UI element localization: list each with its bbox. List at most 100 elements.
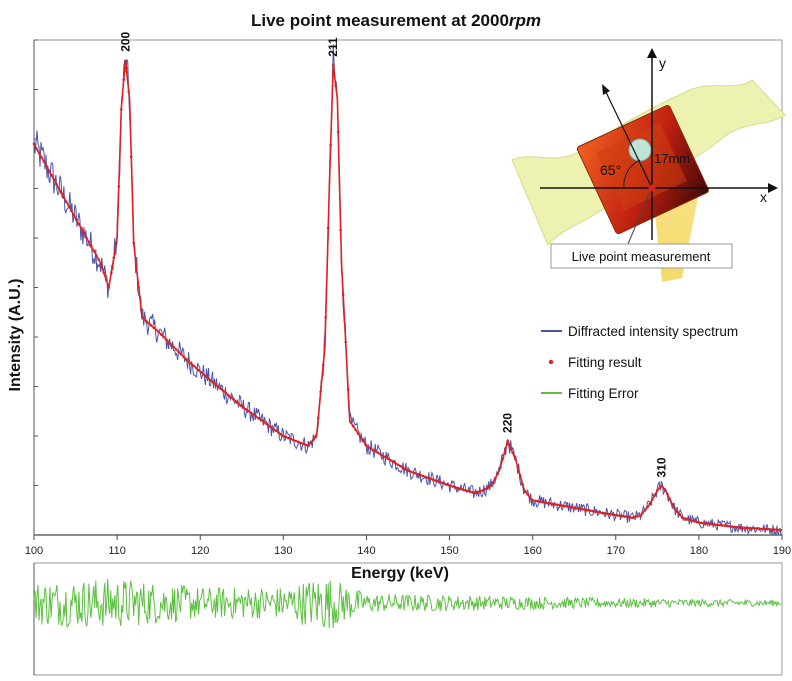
fit-marker bbox=[466, 489, 470, 493]
fit-marker bbox=[768, 528, 771, 531]
fit-marker bbox=[618, 514, 622, 518]
fit-marker bbox=[641, 511, 644, 515]
legend-item-error: Fitting Error bbox=[541, 386, 639, 401]
fit-marker bbox=[164, 338, 168, 341]
fit-marker bbox=[391, 460, 395, 464]
x-tick-label: 140 bbox=[357, 545, 375, 557]
fit-marker bbox=[568, 505, 572, 509]
peak-label: 310 bbox=[654, 457, 668, 477]
legend-item-spectrum: Diffracted intensity spectrum bbox=[541, 324, 738, 339]
fit-marker bbox=[778, 528, 781, 532]
fit-marker bbox=[703, 522, 706, 525]
fit-marker bbox=[743, 526, 746, 530]
fit-marker bbox=[728, 525, 731, 528]
fit-marker bbox=[708, 522, 711, 526]
fit-marker bbox=[232, 398, 235, 401]
fit-marker bbox=[309, 441, 313, 445]
fit-marker bbox=[134, 263, 138, 267]
fit-marker bbox=[344, 340, 348, 344]
fit-marker bbox=[304, 443, 308, 447]
fit-marker bbox=[169, 343, 173, 346]
fit-marker bbox=[384, 456, 387, 459]
fit-marker bbox=[371, 448, 375, 452]
fit-marker bbox=[289, 437, 293, 441]
fit-marker bbox=[70, 209, 73, 213]
fit-marker bbox=[648, 502, 652, 506]
fit-marker bbox=[82, 231, 86, 235]
fit-marker bbox=[541, 500, 544, 504]
fit-marker bbox=[481, 489, 485, 492]
fit-marker bbox=[115, 241, 118, 245]
fit-marker bbox=[267, 424, 270, 427]
fit-marker bbox=[100, 263, 103, 267]
fit-marker bbox=[314, 435, 318, 439]
inset-schematic: x y 65° 17mm Live point measurement bbox=[511, 48, 786, 282]
fit-marker bbox=[518, 474, 522, 477]
fit-marker bbox=[681, 516, 684, 519]
inset-y-arrowhead bbox=[647, 48, 657, 58]
fit-marker bbox=[244, 408, 248, 411]
inset-live-point bbox=[648, 184, 656, 192]
fit-marker bbox=[673, 507, 677, 511]
fit-marker bbox=[725, 524, 729, 528]
fit-marker bbox=[436, 480, 440, 483]
fit-marker bbox=[40, 156, 43, 159]
fit-marker bbox=[401, 466, 405, 470]
fit-marker bbox=[424, 475, 427, 479]
fit-marker bbox=[199, 371, 203, 374]
fit-marker bbox=[748, 526, 751, 530]
fit-marker bbox=[596, 510, 599, 514]
fit-marker bbox=[297, 440, 300, 444]
fit-marker bbox=[172, 345, 175, 349]
fit-marker bbox=[247, 409, 250, 413]
fit-marker bbox=[62, 196, 66, 199]
fit-marker bbox=[593, 510, 597, 513]
fit-marker bbox=[356, 432, 360, 435]
fit-marker bbox=[446, 483, 450, 487]
fit-marker bbox=[621, 514, 624, 518]
fit-marker bbox=[159, 333, 163, 336]
fit-marker bbox=[489, 484, 492, 488]
fit-marker bbox=[132, 241, 135, 245]
fit-marker bbox=[431, 478, 435, 481]
fit-marker bbox=[239, 404, 243, 407]
fit-marker bbox=[316, 416, 320, 420]
inset-angle-line bbox=[603, 87, 653, 189]
fit-marker bbox=[381, 454, 385, 458]
fit-marker bbox=[272, 427, 275, 431]
fit-marker bbox=[720, 524, 724, 527]
fit-marker bbox=[538, 500, 542, 504]
fit-marker bbox=[698, 521, 701, 524]
fit-marker bbox=[174, 348, 178, 351]
fit-marker bbox=[274, 429, 278, 433]
fit-marker bbox=[745, 526, 749, 530]
peak-labels: 200 211 220 310 bbox=[118, 31, 668, 477]
fit-marker bbox=[369, 447, 372, 450]
fit-marker bbox=[758, 527, 761, 530]
fit-marker bbox=[566, 505, 569, 508]
fit-marker bbox=[224, 391, 228, 395]
fit-marker bbox=[439, 480, 442, 484]
fit-marker bbox=[67, 205, 71, 208]
x-ticks: 100 110 120 130 140 150 160 170 180 190 bbox=[25, 535, 791, 557]
fit-marker bbox=[773, 528, 776, 531]
fit-marker bbox=[501, 457, 505, 461]
fit-marker bbox=[282, 434, 285, 438]
fit-marker bbox=[461, 488, 465, 491]
fit-marker bbox=[646, 506, 649, 509]
fit-marker bbox=[616, 514, 619, 517]
fit-marker bbox=[571, 506, 574, 509]
inset-callout-label: Live point measurement bbox=[572, 249, 711, 264]
fit-marker bbox=[359, 435, 362, 439]
fit-marker bbox=[35, 147, 38, 150]
fit-marker bbox=[546, 501, 549, 505]
fit-marker bbox=[426, 476, 430, 480]
fit-marker bbox=[770, 528, 774, 531]
fit-marker bbox=[663, 488, 667, 491]
fit-marker bbox=[499, 466, 502, 470]
fit-marker bbox=[710, 522, 714, 526]
fit-marker bbox=[42, 160, 46, 164]
fit-marker bbox=[349, 421, 353, 424]
peak-label: 200 bbox=[118, 31, 132, 51]
fit-marker bbox=[341, 293, 345, 296]
